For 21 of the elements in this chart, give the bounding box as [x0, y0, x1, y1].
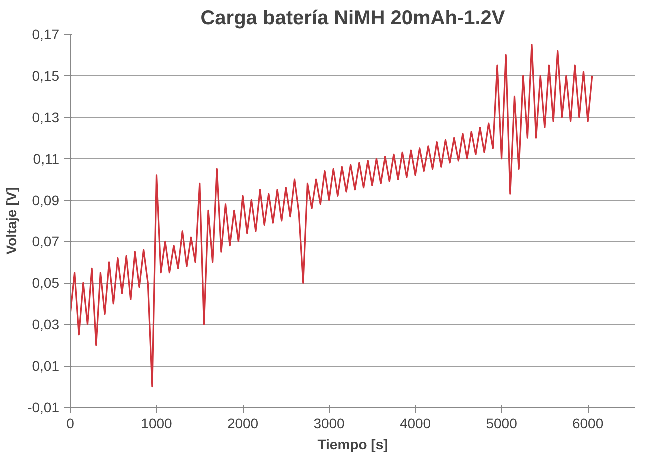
- y-tick-label: 0,17: [32, 26, 60, 42]
- chart-title: Carga batería NiMH 20mAh-1.2V: [200, 8, 506, 30]
- y-tick-label: 0,13: [32, 109, 60, 126]
- y-tick-label: 0,03: [32, 316, 60, 333]
- y-tick-label: 0,01: [32, 358, 60, 374]
- y-tick-label: 0,07: [32, 234, 60, 250]
- line-series: [70, 44, 594, 388]
- x-tick-label: 4000: [400, 416, 432, 432]
- y-tick-label: 0,09: [32, 192, 60, 208]
- x-tick-label: 6000: [572, 416, 604, 432]
- x-tick-label: 0: [66, 416, 75, 432]
- x-tick-label: 5000: [486, 416, 518, 432]
- x-tick-label: 3000: [314, 416, 346, 432]
- x-axis-title: Tiempo [s]: [318, 436, 388, 452]
- y-tick-label: -0,01: [28, 400, 60, 416]
- y-tick-label: 0,11: [33, 150, 60, 167]
- y-tick-label: 0,05: [32, 275, 60, 292]
- y-tick-label: 0,15: [32, 68, 60, 84]
- x-tick-label: 1000: [141, 416, 173, 432]
- y-axis-title: Voltaje [V]: [4, 187, 20, 255]
- x-tick-label: 2000: [227, 416, 259, 432]
